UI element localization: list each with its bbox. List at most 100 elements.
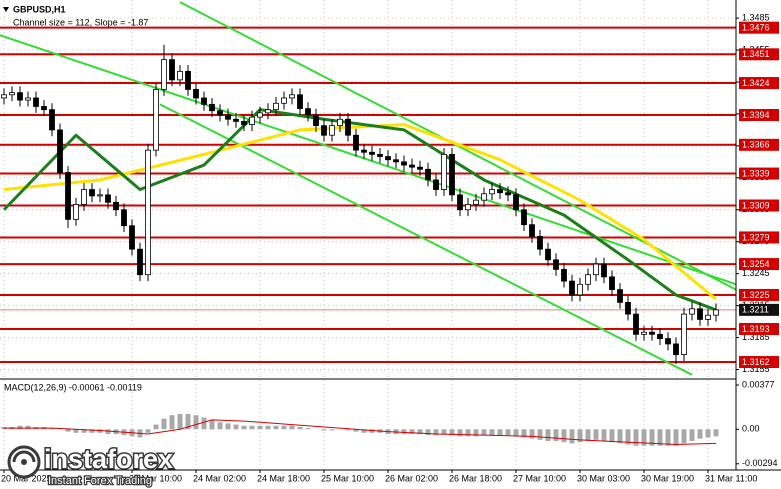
macd-bar <box>473 429 479 437</box>
candle-body <box>177 70 183 81</box>
candle-body <box>713 309 719 316</box>
macd-bar <box>225 423 231 430</box>
logo: instaforex Instant Forex Trading <box>7 443 175 488</box>
candle-body <box>89 189 95 197</box>
macd-bar <box>449 429 455 436</box>
candle-body <box>337 118 343 127</box>
macd-bar <box>361 429 367 433</box>
level-label-bg <box>739 48 779 61</box>
macd-signal-line <box>4 419 717 446</box>
candle-body <box>569 280 575 296</box>
macd-bar <box>649 429 655 446</box>
macd-bar <box>305 428 311 430</box>
macd-bar <box>625 429 631 445</box>
macd-bar <box>681 429 687 444</box>
candle-body <box>161 59 167 90</box>
level-label: 1.3162 <box>742 357 770 367</box>
candle-body <box>417 166 423 170</box>
candle-body <box>305 108 311 116</box>
x-tick-label: 30 Mar 19:00 <box>641 473 694 483</box>
macd-bar <box>561 429 567 443</box>
symbol-menu-icon[interactable] <box>3 7 9 12</box>
level-label: 1.3193 <box>742 324 770 334</box>
candle-body <box>633 313 639 335</box>
level-label: 1.3451 <box>742 49 770 59</box>
candle-body <box>601 263 607 278</box>
channel-line <box>159 103 693 376</box>
macd-bar <box>537 429 543 440</box>
y-tick-label: 1.3155 <box>742 364 770 374</box>
macd-bar <box>657 429 663 446</box>
moving-average <box>2 108 717 312</box>
macd-bar <box>553 429 559 442</box>
macd-bar <box>297 426 303 430</box>
macd-bar <box>521 429 527 438</box>
level-label-bg <box>739 199 779 212</box>
y-tick-label: 1.3185 <box>742 332 770 342</box>
y-tick-label: 1.3485 <box>742 12 770 22</box>
candle-body <box>65 172 71 220</box>
macd-bar <box>593 429 599 440</box>
candle-body <box>329 125 335 136</box>
candle-body <box>97 194 103 197</box>
macd-bar <box>169 415 175 430</box>
level-label-bg <box>739 323 779 336</box>
candle-body <box>57 129 63 173</box>
macd-bar <box>65 429 71 432</box>
candle-body <box>145 149 151 276</box>
candle-body <box>409 164 415 168</box>
macd-label: MACD(12,26,9) -0.00061 -0.00119 <box>4 382 142 392</box>
candle-body <box>153 89 159 151</box>
level-label: 1.3279 <box>742 232 770 242</box>
x-tick-label: 21 Mar 10:00 <box>129 473 182 483</box>
level-label: 1.3424 <box>742 78 770 88</box>
x-tick-label: 27 Mar 10:00 <box>513 473 566 483</box>
candle-body <box>113 201 119 211</box>
candle-body <box>121 209 127 227</box>
candle-body <box>449 153 455 196</box>
macd-bar <box>273 425 279 430</box>
macd-bar <box>353 429 359 432</box>
level-label-bg <box>739 77 779 90</box>
candle-body <box>25 97 31 101</box>
candle-body <box>289 94 295 99</box>
x-tick-label: 30 Mar 03:00 <box>577 473 630 483</box>
candle-body <box>689 308 695 315</box>
macd-bar <box>257 425 263 430</box>
macd-bar <box>497 429 503 436</box>
macd-bar <box>465 429 471 437</box>
candle-body <box>473 199 479 205</box>
macd-bar <box>25 425 31 430</box>
candle-body <box>665 338 671 345</box>
candle-body <box>9 92 15 96</box>
macd-bar <box>145 429 151 433</box>
level-label: 1.3366 <box>742 140 770 150</box>
candle-body <box>185 70 191 90</box>
level-label-bg <box>739 21 779 34</box>
macd-bar <box>441 429 447 434</box>
x-tick-label: 26 Mar 18:00 <box>449 473 502 483</box>
logo-icon-arc <box>12 450 36 463</box>
level-label-bg <box>739 167 779 180</box>
candles <box>1 44 719 365</box>
level-label: 1.3225 <box>742 290 770 300</box>
current-price-bg <box>739 303 779 316</box>
candle-body <box>545 248 551 261</box>
candle-body <box>105 194 111 203</box>
candle-body <box>705 314 711 320</box>
candle-body <box>393 159 399 163</box>
candle-body <box>257 112 263 118</box>
candle-body <box>617 289 623 303</box>
candle-body <box>489 189 495 195</box>
macd-bar <box>185 414 191 430</box>
candle-body <box>681 313 687 355</box>
macd-bar <box>241 425 247 430</box>
candle-body <box>673 343 679 355</box>
candle-body <box>345 118 351 136</box>
macd-bar <box>369 429 375 433</box>
candle-body <box>137 248 143 276</box>
level-label-bg <box>739 258 779 271</box>
candle-body <box>577 283 583 296</box>
candle-body <box>465 204 471 211</box>
